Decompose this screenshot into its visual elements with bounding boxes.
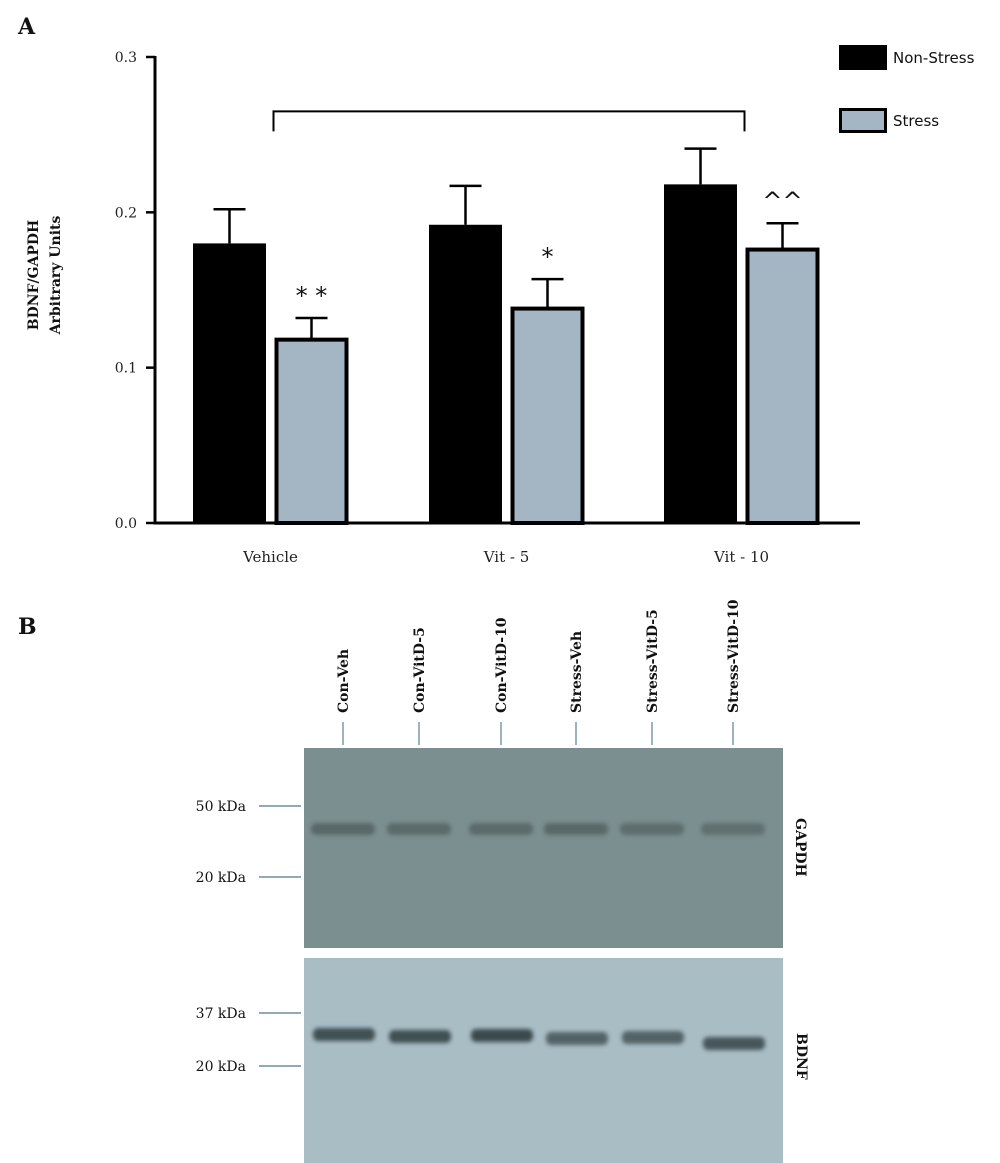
lane-label: Stress-VitD-5 [645,609,661,713]
bdnf-band [389,1030,451,1043]
bdnf-band [471,1029,533,1042]
y-axis-label: BDNF/GAPDH Arbitrary Units [26,216,64,336]
bdnf-membrane [304,958,783,1163]
bdnf-band [546,1032,608,1045]
y-tick-label: 0.2 [115,205,137,221]
bdnf-band [703,1037,765,1050]
lane-label: Stress-Veh [569,631,585,713]
legend-label: Stress [893,112,939,130]
mw-marker-label: 50 kDa [196,799,246,815]
y-tick-label: 0.0 [115,516,137,532]
lane-label: Con-Veh [336,649,352,713]
y-axis-label-line: Arbitrary Units [48,216,64,336]
bdnf-band [313,1028,375,1041]
bdnf-label: BDNF [793,1033,809,1080]
bar-non-stress [664,184,737,523]
mw-marker-label: 20 kDa [196,870,246,886]
lane-label: Con-VitD-10 [494,617,510,713]
significance-bracket [272,110,746,132]
bar-non-stress [429,224,502,523]
gapdh-band [311,823,375,835]
y-axis-label-line: BDNF/GAPDH [26,220,42,331]
significance-marker: ^^ [762,187,802,215]
legend-swatch [839,108,887,133]
bar-stress [745,247,820,525]
y-tick-label: 0.1 [115,361,137,377]
gapdh-label: GAPDH [792,818,808,877]
gapdh-band [387,823,451,835]
gapdh-band [620,823,684,835]
mw-marker-label: 37 kDa [196,1006,246,1022]
lane-label: Stress-VitD-10 [726,599,742,713]
bar-chart: 0.0 0.1 0.2 0.3 BDNF/GAPDH Arbitrary Units Veh… [26,45,975,566]
mw-marker-label: 20 kDa [196,1059,246,1075]
panel-b-label: B [18,614,37,640]
x-category-label: Vit - 10 [713,548,769,566]
bar-non-stress [193,243,266,523]
gapdh-membrane [304,748,783,948]
legend-swatch [839,45,887,70]
bdnf-band [622,1031,684,1044]
gapdh-band [544,823,608,835]
y-tick-label: 0.3 [115,50,137,66]
x-category-label: Vit - 5 [483,548,530,566]
legend-label: Non-Stress [893,49,975,67]
bar-stress [510,306,585,525]
western-blot: Con-Veh Con-VitD-5 Con-VitD-10 Stress-Veh St… [196,599,809,1163]
bar-stress [274,337,349,525]
significance-marker: * [542,243,554,271]
x-category-label: Vehicle [242,548,298,566]
significance-marker: * * [296,282,328,310]
gapdh-band [701,823,765,835]
panel-a-label: A [18,14,36,40]
lane-label: Con-VitD-5 [412,627,428,713]
gapdh-band [469,823,533,835]
